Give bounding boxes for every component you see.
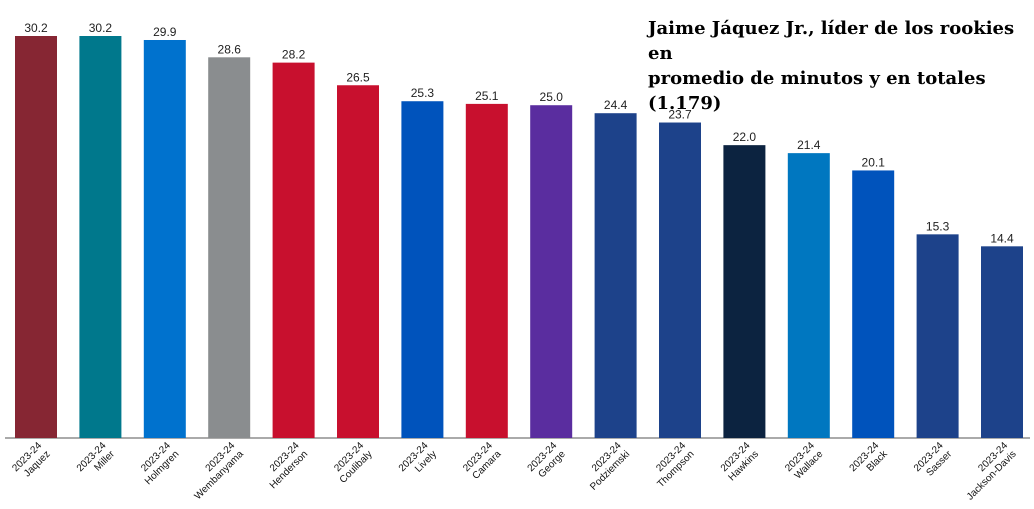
value-label-jaquez: 30.2	[24, 21, 48, 35]
chart-title-line-1: Jaime Jáquez Jr., líder de los rookies e…	[648, 18, 1015, 64]
bar-black	[852, 170, 895, 438]
value-label-miller: 30.2	[89, 21, 113, 35]
value-label-holmgren: 29.9	[153, 25, 177, 39]
bar-miller	[79, 36, 122, 438]
bar-jackson-davis	[981, 246, 1023, 438]
bar-sasser	[916, 234, 959, 438]
bar-jaquez	[15, 36, 57, 438]
tick-label-black: 2023-24Black	[848, 440, 891, 483]
value-label-thompson: 23.7	[668, 108, 692, 122]
tick-label-camara: 2023-24Camara	[461, 440, 504, 483]
tick-label-henderson: 2023-24Henderson	[259, 440, 310, 491]
bar-henderson	[272, 62, 315, 438]
tick-label-coulibaly: 2023-24Coulibaly	[329, 440, 375, 486]
tick-label-wallace: 2023-24Wallace	[783, 440, 826, 483]
bar-wallace	[787, 153, 830, 438]
tick-labels-group: 2023-24Jaquez 2023-24Miller 2023-24Holmgre…	[10, 440, 1019, 503]
tick-label-sasser: 2023-24Sasser	[912, 440, 955, 483]
value-label-george: 25.0	[540, 90, 564, 104]
value-label-sasser: 15.3	[926, 219, 950, 233]
bar-hawkins	[723, 145, 766, 438]
bar-wembanyama	[208, 57, 251, 439]
tick-label-george: 2023-24George	[526, 440, 569, 483]
value-labels-group: 30.2 30.2 29.9 28.6 28.2 26.5 25.3 25.1 25.0 24.4…	[24, 21, 1014, 245]
value-label-jackson-davis: 14.4	[990, 231, 1014, 245]
bar-thompson	[659, 122, 701, 438]
bars-group	[15, 36, 1023, 439]
chart-title-line-2: promedio de minutos y en totales (1.179)	[648, 68, 986, 114]
tick-label-thompson: 2023-24Thompson	[647, 440, 697, 490]
value-label-black: 20.1	[862, 155, 886, 169]
value-label-lively: 25.3	[411, 86, 435, 100]
tick-label-miller: 2023-24Miller	[75, 440, 118, 483]
tick-label-hawkins: 2023-24Hawkins	[718, 440, 761, 483]
value-label-coulibaly: 26.5	[346, 70, 370, 84]
bar-george	[530, 105, 573, 439]
value-label-camara: 25.1	[475, 89, 499, 103]
value-label-wallace: 21.4	[797, 138, 821, 152]
tick-label-wembanyama: 2023-24Wembanyama	[184, 440, 246, 502]
bar-podziemski	[594, 113, 637, 439]
tick-label-jackson-davis: 2023-24Jackson-Davis	[956, 440, 1019, 503]
chart-title: Jaime Jáquez Jr., líder de los rookies e…	[648, 16, 1028, 116]
tick-label-jaquez: 2023-24Jaquez	[10, 440, 53, 483]
tick-label-holmgren: 2023-24Holmgren	[134, 440, 181, 487]
value-label-hawkins: 22.0	[733, 130, 757, 144]
value-label-wembanyama: 28.6	[218, 42, 242, 56]
value-label-podziemski: 24.4	[604, 98, 628, 112]
bar-camara	[465, 103, 508, 438]
bar-lively	[401, 101, 444, 439]
value-label-henderson: 28.2	[282, 48, 306, 62]
bar-coulibaly	[337, 85, 379, 439]
tick-label-podziemski: 2023-24Podziemski	[580, 440, 633, 493]
tick-label-lively: 2023-24Lively	[397, 440, 440, 483]
bar-holmgren	[143, 39, 186, 438]
